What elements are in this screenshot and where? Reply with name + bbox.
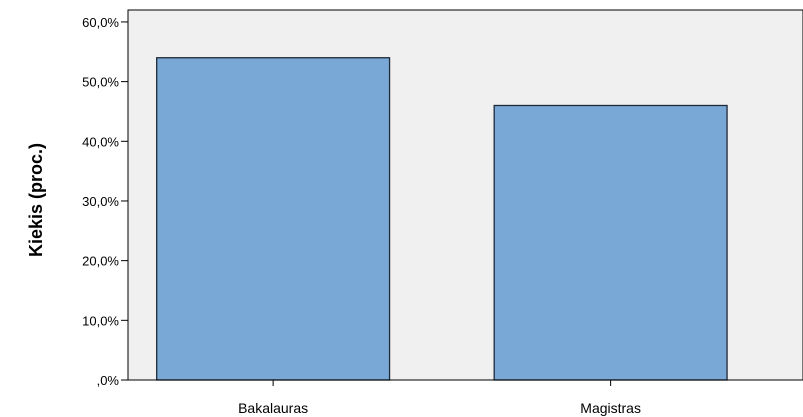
bar-magistras bbox=[493, 104, 728, 381]
y-axis-title: Kiekis (proc.) bbox=[26, 143, 46, 257]
y-tick-label: 30,0% bbox=[82, 194, 119, 209]
y-tick-label: ,0% bbox=[97, 373, 120, 388]
bar-bakalauras bbox=[156, 57, 391, 381]
y-tick-label: 10,0% bbox=[82, 313, 119, 328]
y-tick-label: 40,0% bbox=[82, 134, 119, 149]
x-category-label: Bakalauras bbox=[238, 400, 308, 416]
y-tick-label: 60,0% bbox=[82, 15, 119, 30]
y-tick-label: 20,0% bbox=[82, 254, 119, 269]
x-category-label: Magistras bbox=[580, 400, 641, 416]
y-tick-label: 50,0% bbox=[82, 75, 119, 90]
